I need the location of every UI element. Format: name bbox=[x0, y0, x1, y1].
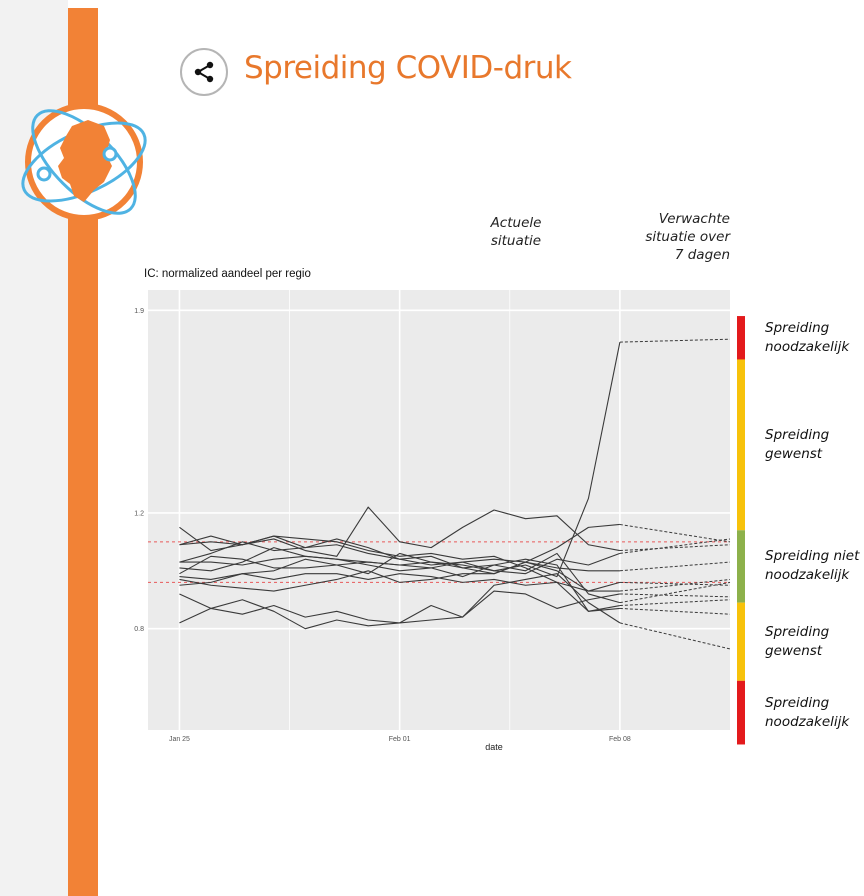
zone-label: Spreiding noodzakelijk bbox=[765, 319, 849, 357]
x-tick-label: Feb 01 bbox=[389, 736, 411, 743]
chart-title: IC: normalized aandeel per regio bbox=[144, 268, 311, 280]
zone-label-line: Spreiding niet bbox=[765, 548, 860, 565]
zone-label: Spreiding gewenst bbox=[765, 426, 829, 464]
expected-heading-line: situatie over bbox=[645, 229, 730, 245]
expected-situation-heading: Verwachte situatie over 7 dagen bbox=[630, 210, 730, 264]
x-tick-label: Jan 25 bbox=[169, 736, 190, 743]
zone-label-line: gewenst bbox=[765, 642, 823, 659]
y-tick-label: 1.2 bbox=[134, 510, 144, 517]
series-line bbox=[179, 341, 621, 581]
zone-bar-segment bbox=[737, 530, 745, 603]
forecast-line bbox=[619, 593, 731, 598]
x-tick-label: Feb 08 bbox=[609, 736, 631, 743]
forecast-line bbox=[619, 622, 731, 650]
forecast-line bbox=[619, 544, 731, 552]
series-line bbox=[179, 555, 620, 572]
forecast-line bbox=[619, 561, 731, 572]
zone-label-line: noodzakelijk bbox=[765, 338, 850, 355]
forecast-line bbox=[619, 581, 731, 586]
forecast-line bbox=[619, 578, 731, 592]
series-line bbox=[179, 547, 621, 604]
expected-heading-line: Verwachte bbox=[658, 211, 730, 227]
zone-label-line: Spreiding bbox=[765, 426, 830, 443]
series-line bbox=[179, 573, 621, 592]
share-button[interactable] bbox=[180, 48, 228, 96]
series-line bbox=[179, 573, 621, 630]
expected-heading-line: 7 dagen bbox=[674, 247, 730, 263]
forecast-line bbox=[619, 338, 731, 343]
zone-bar-segment bbox=[737, 359, 745, 531]
zone-label-line: gewenst bbox=[765, 445, 823, 462]
zone-label-line: Spreiding bbox=[765, 623, 830, 640]
line-chart: 0.8 1.2 1.9 Jan 25 Feb 01 Feb 08 date bbox=[134, 290, 745, 752]
forecast-line bbox=[619, 523, 731, 543]
y-tick-label: 1.9 bbox=[134, 308, 144, 315]
forecast-line bbox=[619, 581, 731, 604]
x-axis-label: date bbox=[485, 742, 503, 752]
zone-bar-segment bbox=[737, 602, 745, 681]
netherlands-map-orbit-logo-icon bbox=[21, 103, 147, 221]
zone-label: Spreiding noodzakelijk bbox=[765, 694, 849, 732]
zone-label-line: Spreiding bbox=[765, 694, 830, 711]
zone-bar-segment bbox=[737, 680, 745, 745]
actual-heading-line: situatie bbox=[490, 233, 542, 249]
forecast-line bbox=[619, 599, 731, 607]
series-line bbox=[179, 535, 620, 612]
zone-label-line: noodzakelijk bbox=[765, 713, 850, 730]
y-tick-label: 0.8 bbox=[134, 626, 144, 633]
zone-bar-segment bbox=[737, 316, 745, 360]
series-line bbox=[179, 561, 620, 592]
zone-label-line: Spreiding bbox=[765, 319, 830, 336]
zone-label: Spreiding gewenst bbox=[765, 623, 829, 661]
actual-situation-heading: Actuele situatie bbox=[470, 214, 562, 250]
plot-panel bbox=[148, 290, 730, 730]
zone-label-line: noodzakelijk bbox=[765, 567, 850, 584]
series-line bbox=[179, 506, 620, 557]
page-title: Spreiding COVID-druk bbox=[244, 50, 572, 86]
share-icon bbox=[194, 61, 214, 83]
actual-heading-line: Actuele bbox=[490, 215, 542, 231]
forecast-line bbox=[619, 607, 731, 615]
forecast-line bbox=[619, 538, 731, 554]
zone-label: Spreiding niet noodzakelijk bbox=[765, 547, 859, 585]
